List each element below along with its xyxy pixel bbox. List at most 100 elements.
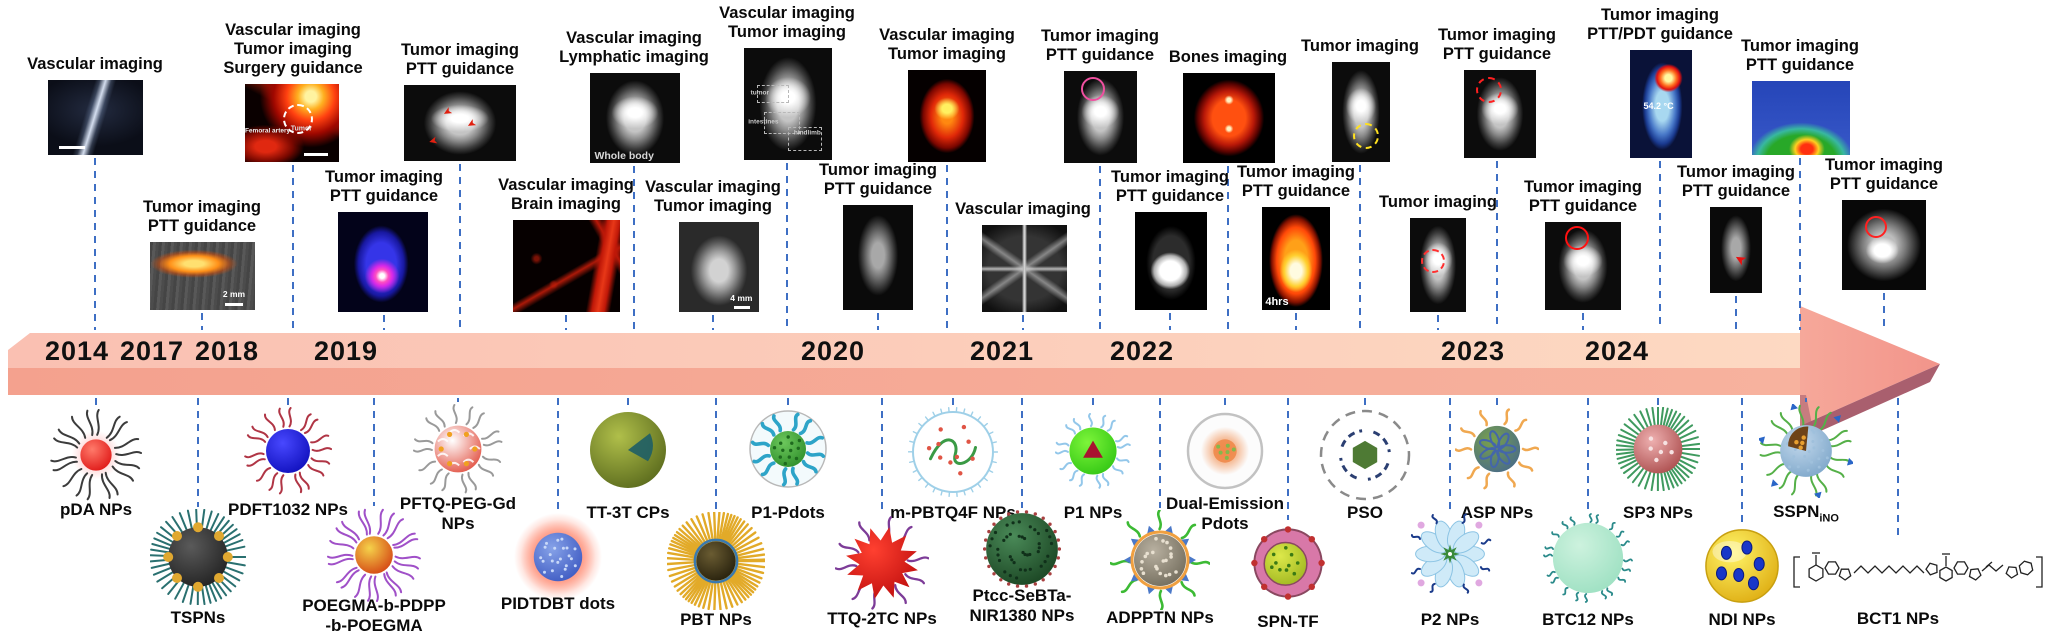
annotation-text: 4hrs <box>1265 295 1289 308</box>
connector-line-bottom <box>786 398 790 407</box>
annotation-text: tumor <box>750 89 770 97</box>
nanoparticle-icon <box>412 404 503 499</box>
mouse-photo <box>513 220 620 312</box>
imaging-caption: Tumor imaging PTT guidance <box>1825 156 1943 193</box>
nanoparticle-icon <box>1109 509 1211 615</box>
nanoparticle-label: PBT NPs <box>680 610 752 629</box>
mouse-photo <box>48 80 143 155</box>
year-label: 2020 <box>800 336 866 366</box>
connector-line-top <box>632 166 636 330</box>
annotation-ring <box>282 103 313 134</box>
nanoparticle-label: ADPPTN NPs <box>1106 608 1214 627</box>
year-label: 2019 <box>313 336 379 366</box>
mouse-photo <box>1752 81 1850 155</box>
mouse-photo: Whole body <box>590 73 680 163</box>
scale-bar <box>304 152 329 156</box>
connector-line-bottom <box>1091 398 1095 411</box>
connector-line-top <box>1021 315 1025 330</box>
nanoparticle-icon <box>666 511 766 615</box>
connector-line-top <box>1226 166 1230 330</box>
year-label: 2014 <box>44 336 110 366</box>
imaging-caption: Tumor imaging PTT guidance <box>819 161 937 198</box>
timeline-arrow-svg <box>8 306 1940 434</box>
mouse-photo <box>1135 212 1207 310</box>
imaging-caption: Vascular imaging Tumor imaging <box>645 178 781 215</box>
annotation-text: 2 mm <box>222 288 246 299</box>
imaging-caption: Tumor imaging PTT guidance <box>1041 27 1159 64</box>
mouse-photo: tumor intestines hindlimb <box>744 48 832 160</box>
connector-line-top <box>876 313 880 330</box>
mouse-photo: 54.2 °C <box>1630 50 1692 158</box>
year-label: 2021 <box>969 336 1035 366</box>
mouse-photo: 4 mm <box>679 222 759 312</box>
nanoparticle-label: NDI NPs <box>1708 610 1776 629</box>
connector-line-bottom <box>1020 398 1024 508</box>
imaging-caption: Vascular imaging Brain imaging <box>498 176 634 213</box>
connector-line-top <box>458 164 462 330</box>
scale-bar <box>734 305 751 309</box>
connector-line-bottom <box>1363 398 1367 406</box>
year-label: 2022 <box>1109 336 1175 366</box>
imaging-caption: Vascular imaging Tumor imaging <box>719 4 855 41</box>
imaging-caption: Vascular imaging Tumor imaging Surgery g… <box>223 21 363 77</box>
connector-line-bottom <box>880 398 884 514</box>
nanoparticle-icon <box>327 508 421 607</box>
connector-line-bottom <box>1740 398 1744 523</box>
connector-line-top <box>200 313 204 330</box>
imaging-caption: Vascular imaging <box>27 55 163 73</box>
nanoparticle-label: PIDTDBT dots <box>500 594 616 613</box>
connector-line-top <box>1734 296 1738 330</box>
nanoparticle-icon <box>1407 511 1493 602</box>
connector-line-top <box>1882 293 1886 330</box>
nanoparticle-icon <box>907 406 999 502</box>
nanoparticle-icon <box>834 516 930 615</box>
scale-bar <box>225 303 243 307</box>
connector-line-top <box>1168 313 1172 330</box>
connector-line-top <box>93 158 97 330</box>
annotation-text: 54.2 °C <box>1643 101 1674 112</box>
imaging-caption: Bones imaging <box>1168 48 1288 66</box>
connector-line-bottom <box>1804 398 1808 402</box>
nanoparticle-icon <box>1186 412 1264 495</box>
connector-line-top <box>785 163 789 330</box>
nanoparticle-label: ASP NPs <box>1460 503 1534 522</box>
imaging-caption: Tumor imaging PTT guidance <box>325 168 443 205</box>
nanoparticle-icon <box>50 409 142 506</box>
imaging-caption: Tumor imaging PTT guidance <box>1677 163 1795 200</box>
nanoparticle-label: Dual-Emission Pdots <box>1165 494 1285 533</box>
mouse-photo <box>1332 62 1390 162</box>
nanoparticle-icon <box>1054 412 1131 494</box>
annotation-arrow-icon: ➤ <box>464 115 479 131</box>
mouse-photo: 4hrs <box>1262 207 1330 310</box>
annotation-text: Femoral artery <box>245 127 291 135</box>
nanoparticle-icon <box>1701 525 1783 612</box>
nanoparticle-label: pDA NPs <box>59 500 133 519</box>
nanoparticle-label: PDFT1032 NPs <box>228 500 348 519</box>
nanoparticle-icon <box>1615 406 1701 496</box>
connector-line-bottom <box>1448 398 1452 509</box>
connector-line-bottom <box>951 398 955 405</box>
imaging-caption: Tumor imaging PTT guidance <box>1438 26 1556 63</box>
nanoparticle-label: Ptcc-SeBTa- NIR1380 NPs <box>969 586 1075 625</box>
connector-line-bottom <box>1158 398 1162 508</box>
mouse-photo <box>982 225 1067 312</box>
imaging-caption: Tumor imaging PTT/PDT guidance <box>1587 6 1733 43</box>
mouse-photo <box>1842 200 1926 290</box>
nanoparticle-icon <box>1318 408 1412 507</box>
mouse-photo: Femoral artery Tumor <box>245 84 339 162</box>
nanoparticle-icon <box>1757 402 1855 503</box>
year-label: 2017 <box>119 336 185 366</box>
mouse-photo <box>1064 71 1137 163</box>
nanoparticle-label: PFTQ-PEG-Gd NPs <box>399 494 517 533</box>
connector-line-top <box>1798 158 1802 330</box>
timeline-arrow <box>0 300 2048 445</box>
year-label: 2024 <box>1584 336 1650 366</box>
annotation-arrow-icon: ➤ <box>1731 250 1750 271</box>
nanoparticle-icon <box>1247 522 1329 609</box>
nanoparticle-label: POEGMA-b-PDPP -b-POEGMA <box>302 596 446 635</box>
connector-line-top <box>1581 313 1585 330</box>
connector-line-bottom <box>1286 398 1290 520</box>
connector-line-bottom <box>456 398 460 402</box>
nanoparticle-icon <box>514 513 602 606</box>
